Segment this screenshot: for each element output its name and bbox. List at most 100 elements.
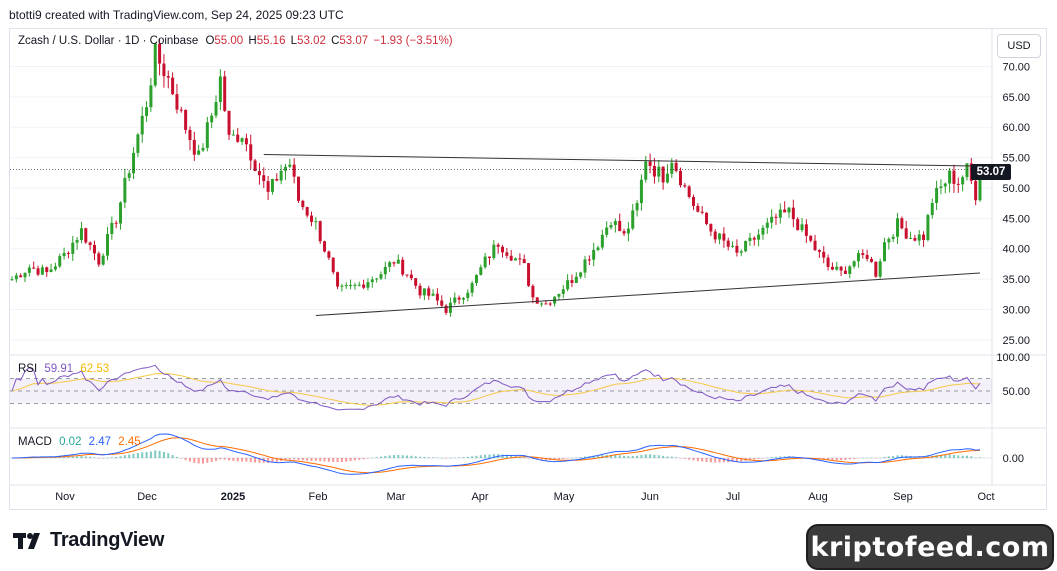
macd-histogram-bar [670,456,673,458]
tradingview-wordmark: TradingView [50,529,165,551]
chart-canvas[interactable]: 70.00 65.00 60.00 55.00 50.00 45.00 40.00 35.00… [0,0,1057,520]
candle-body [678,170,682,186]
macd-tick-label: 0.00 [1003,453,1024,465]
candle-body [644,161,648,180]
macd-histogram-bar [666,456,669,458]
macd-histogram-bar [505,455,508,458]
macd-histogram-bar [340,458,343,463]
macd-histogram-bar [353,458,356,461]
macd-value: 2.47 [88,436,112,448]
macd-histogram-bar [458,457,461,458]
candle-body [830,266,834,270]
macd-histogram-bar [679,458,682,459]
candle-body [444,305,448,313]
macd-histogram-bar [848,458,851,460]
candle-body [917,234,921,241]
candle-body [62,252,66,257]
candle-body [883,242,887,262]
candle-body [501,246,505,253]
candle-body [652,165,656,177]
candle-body [205,122,209,148]
candle-body [648,161,652,166]
macd-histogram-bar [171,455,174,458]
candle-body [809,235,813,241]
candle-body [457,297,461,300]
candle-body [323,241,327,252]
macd-histogram-bar [358,458,361,460]
candle-body [579,272,583,277]
candle-body [158,43,162,64]
open-label: O [205,35,215,47]
candle-body [974,180,978,201]
candle-body [105,234,109,256]
candle-body [45,267,49,273]
candle-body [570,280,574,283]
symbol-title: Zcash / U.S. Dollar · 1D · Coinbase [18,35,199,47]
macd-histogram-bar [631,456,634,458]
candle-body [119,202,123,224]
candle-body [422,288,426,296]
candle-body [952,170,956,184]
macd-histogram-bar [323,458,326,462]
macd-histogram-bar [76,456,79,458]
candle-body [848,266,852,274]
macd-histogram-bar [406,455,409,458]
candle-body [761,227,765,235]
candle-body [418,285,422,296]
high-label: H [248,35,257,47]
macd-histogram-bar [952,454,955,458]
macd-histogram-bar [831,458,834,461]
macd-histogram-bar [861,457,864,459]
low-value: 53.02 [297,35,326,47]
candle-body [891,236,895,239]
candle-body [331,257,335,273]
macd-histogram-bar [123,455,126,458]
candle-body [127,173,131,178]
candle-body [288,164,292,167]
macd-histogram-bar [392,455,395,458]
candle-body [817,250,821,252]
rsi-label: RSI [18,363,38,375]
macd-histogram-bar [540,458,543,461]
candle-body [214,102,218,116]
candle-body [40,267,44,275]
candle-body [357,284,361,286]
macd-histogram-bar [553,458,556,460]
macd-histogram-bar [575,457,578,459]
macd-histogram-bar [319,458,322,462]
macd-histogram-bar [228,458,231,461]
candle-body [362,284,366,288]
time-tick-label: Feb [309,491,328,503]
price-tick-label: 25.00 [1002,335,1030,347]
candle-body [175,94,179,110]
candle-body [622,231,626,234]
macd-histogram-bar [835,458,838,461]
candle-body [440,300,444,306]
macd-histogram-bar [241,458,244,462]
macd-histogram-bar [466,456,469,458]
candle-body [336,272,340,287]
candle-body [171,77,175,95]
candle-body [223,76,227,111]
currency-button[interactable]: USD [997,34,1041,58]
candle-body [583,259,587,273]
macd-histogram-bar [145,451,148,458]
candle-body [796,219,800,231]
rsi-legend: RSI 59.91 62.53 [18,363,109,375]
macd-histogram-bar [714,458,717,463]
candle-body [943,183,947,187]
macd-histogram-bar [445,458,448,459]
macd-histogram-bar [136,452,139,458]
candle-body [718,233,722,240]
macd-histogram-bar [675,457,678,458]
price-tick-label: 70.00 [1002,61,1030,73]
candle-body [314,221,318,223]
macd-histogram-bar [731,458,734,463]
candle-body [296,176,300,201]
macd-histogram-bar [284,458,287,461]
candle-body [262,175,266,182]
macd-histogram-bar [327,458,330,462]
macd-histogram-bar [232,458,235,461]
macd-histogram-bar [918,456,921,458]
macd-histogram-bar [419,456,422,458]
